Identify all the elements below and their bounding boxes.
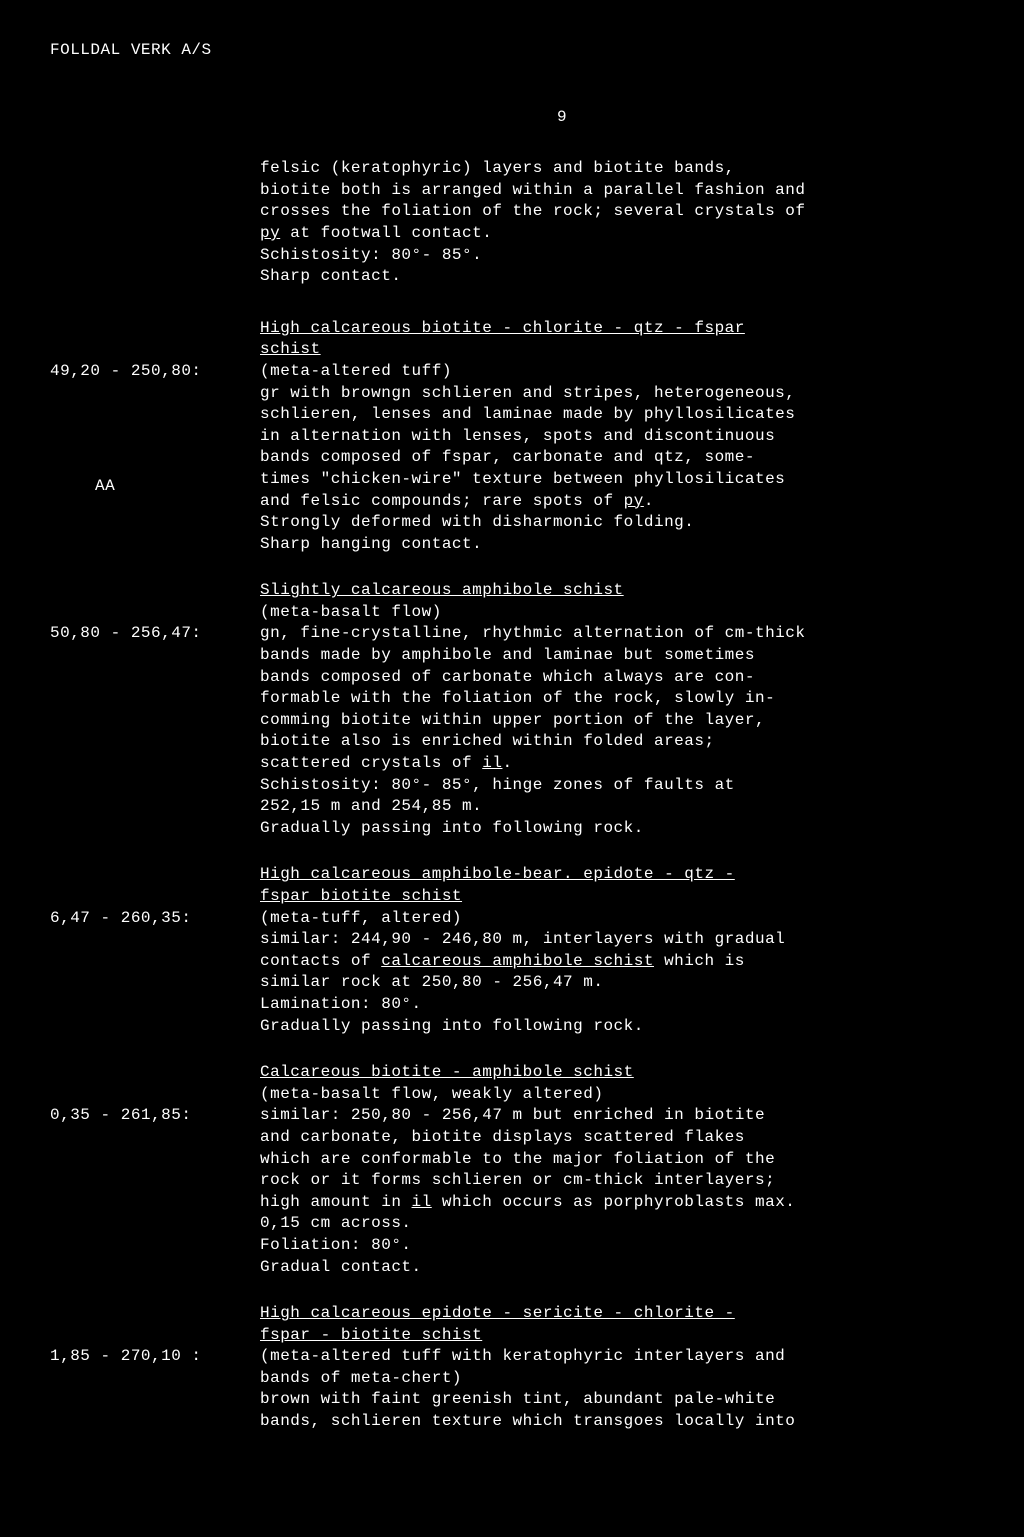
underline-text: il: [482, 754, 502, 772]
desc-line: Gradually passing into following rock.: [260, 818, 974, 840]
underline-text: py: [260, 224, 280, 242]
desc-text: and felsic compounds; rare spots of: [260, 492, 624, 510]
rock-title: Slightly calcareous amphibole schist: [260, 580, 974, 602]
intro-line: Schistosity: 80°- 85°.: [260, 245, 974, 267]
desc-line: scattered crystals of il.: [260, 753, 974, 775]
rock-title: fspar - biotite schist: [260, 1325, 974, 1347]
desc-line: in alternation with lenses, spots and di…: [260, 426, 974, 448]
depth-range-col: 50,80 - 256,47:: [50, 580, 260, 839]
company-header: FOLLDAL VERK A/S: [50, 40, 974, 62]
content-col: Calcareous biotite - amphibole schist (m…: [260, 1062, 974, 1278]
desc-line: similar rock at 250,80 - 256,47 m.: [260, 972, 974, 994]
rock-title: schist: [260, 339, 974, 361]
log-entry: 6,47 - 260,35: High calcareous amphibole…: [50, 864, 974, 1037]
desc-line: Lamination: 80°.: [260, 994, 974, 1016]
underline-text: fspar - biotite schist: [260, 1326, 482, 1344]
log-entry: 49,20 - 250,80: AA High calcareous bioti…: [50, 318, 974, 556]
aa-label: AA: [95, 476, 260, 498]
desc-line: gn, fine-crystalline, rhythmic alternati…: [260, 623, 974, 645]
depth-range: 49,20 - 250,80:: [50, 361, 260, 383]
desc-line: high amount in il which occurs as porphy…: [260, 1192, 974, 1214]
desc-line: 252,15 m and 254,85 m.: [260, 796, 974, 818]
underline-text: Calcareous biotite - amphibole schist: [260, 1063, 634, 1081]
desc-line: contacts of calcareous amphibole schist …: [260, 951, 974, 973]
desc-line: bands, schlieren texture which transgoes…: [260, 1411, 974, 1433]
underline-text: fspar biotite schist: [260, 887, 462, 905]
underline-text: High calcareous epidote - sericite - chl…: [260, 1304, 735, 1322]
rock-title: High calcareous epidote - sericite - chl…: [260, 1303, 974, 1325]
desc-line: (meta-altered tuff): [260, 361, 974, 383]
desc-line: times "chicken-wire" texture between phy…: [260, 469, 974, 491]
desc-line: bands composed of carbonate which always…: [260, 667, 974, 689]
desc-line: which are conformable to the major folia…: [260, 1149, 974, 1171]
underline-text: calcareous amphibole schist: [381, 952, 654, 970]
intro-line: biotite both is arranged within a parall…: [260, 180, 974, 202]
desc-line: brown with faint greenish tint, abundant…: [260, 1389, 974, 1411]
desc-line: 0,15 cm across.: [260, 1213, 974, 1235]
desc-line: and felsic compounds; rare spots of py.: [260, 491, 974, 513]
desc-line: formable with the foliation of the rock,…: [260, 688, 974, 710]
intro-line: felsic (keratophyric) layers and biotite…: [260, 158, 974, 180]
desc-line: rock or it forms schlieren or cm-thick i…: [260, 1170, 974, 1192]
desc-text: .: [502, 754, 512, 772]
intro-paragraph: felsic (keratophyric) layers and biotite…: [260, 158, 974, 288]
desc-text: which occurs as porphyroblasts max.: [432, 1193, 796, 1211]
desc-line: Schistosity: 80°- 85°, hinge zones of fa…: [260, 775, 974, 797]
desc-line: similar: 244,90 - 246,80 m, interlayers …: [260, 929, 974, 951]
desc-line: bands composed of fspar, carbonate and q…: [260, 447, 974, 469]
depth-range-col: 0,35 - 261,85:: [50, 1062, 260, 1278]
desc-line: gr with browngn schlieren and stripes, h…: [260, 383, 974, 405]
depth-range: 6,47 - 260,35:: [50, 908, 260, 930]
desc-line: Sharp hanging contact.: [260, 534, 974, 556]
underline-text: Slightly calcareous amphibole schist: [260, 581, 624, 599]
desc-text: contacts of: [260, 952, 381, 970]
intro-line: crosses the foliation of the rock; sever…: [260, 201, 974, 223]
intro-line: Sharp contact.: [260, 266, 974, 288]
content-col: Slightly calcareous amphibole schist (me…: [260, 580, 974, 839]
rock-title: High calcareous biotite - chlorite - qtz…: [260, 318, 974, 340]
desc-text: high amount in: [260, 1193, 412, 1211]
desc-line: (meta-basalt flow, weakly altered): [260, 1084, 974, 1106]
rock-title: Calcareous biotite - amphibole schist: [260, 1062, 974, 1084]
desc-line: Gradually passing into following rock.: [260, 1016, 974, 1038]
desc-line: schlieren, lenses and laminae made by ph…: [260, 404, 974, 426]
log-entry: 0,35 - 261,85: Calcareous biotite - amph…: [50, 1062, 974, 1278]
underline-text: il: [412, 1193, 432, 1211]
log-entry: 1,85 - 270,10 : High calcareous epidote …: [50, 1303, 974, 1433]
desc-line: and carbonate, biotite displays scattere…: [260, 1127, 974, 1149]
depth-range: 1,85 - 270,10 :: [50, 1346, 260, 1368]
rock-title: High calcareous amphibole-bear. epidote …: [260, 864, 974, 886]
desc-line: Gradual contact.: [260, 1257, 974, 1279]
desc-line: comming biotite within upper portion of …: [260, 710, 974, 732]
desc-line: (meta-tuff, altered): [260, 908, 974, 930]
depth-range-col: 49,20 - 250,80: AA: [50, 318, 260, 556]
desc-text: .: [644, 492, 654, 510]
underline-text: High calcareous amphibole-bear. epidote …: [260, 865, 735, 883]
desc-line: Strongly deformed with disharmonic foldi…: [260, 512, 974, 534]
desc-line: bands of meta-chert): [260, 1368, 974, 1390]
desc-line: Foliation: 80°.: [260, 1235, 974, 1257]
content-col: High calcareous epidote - sericite - chl…: [260, 1303, 974, 1433]
desc-line: (meta-altered tuff with keratophyric int…: [260, 1346, 974, 1368]
depth-range: 50,80 - 256,47:: [50, 623, 260, 645]
log-entry: 50,80 - 256,47: Slightly calcareous amph…: [50, 580, 974, 839]
rock-title: fspar biotite schist: [260, 886, 974, 908]
desc-text: scattered crystals of: [260, 754, 482, 772]
page-number: 9: [50, 107, 974, 129]
content-col: High calcareous amphibole-bear. epidote …: [260, 864, 974, 1037]
desc-text: which is: [654, 952, 745, 970]
underline-text: High calcareous biotite - chlorite - qtz…: [260, 319, 745, 337]
intro-line: py at footwall contact.: [260, 223, 974, 245]
content-col: High calcareous biotite - chlorite - qtz…: [260, 318, 974, 556]
depth-range-col: 1,85 - 270,10 :: [50, 1303, 260, 1433]
desc-line: biotite also is enriched within folded a…: [260, 731, 974, 753]
intro-text: at footwall contact.: [280, 224, 492, 242]
underline-text: py: [624, 492, 644, 510]
depth-range: 0,35 - 261,85:: [50, 1105, 260, 1127]
desc-line: similar: 250,80 - 256,47 m but enriched …: [260, 1105, 974, 1127]
desc-line: bands made by amphibole and laminae but …: [260, 645, 974, 667]
underline-text: schist: [260, 340, 321, 358]
depth-range-col: 6,47 - 260,35:: [50, 864, 260, 1037]
desc-line: (meta-basalt flow): [260, 602, 974, 624]
